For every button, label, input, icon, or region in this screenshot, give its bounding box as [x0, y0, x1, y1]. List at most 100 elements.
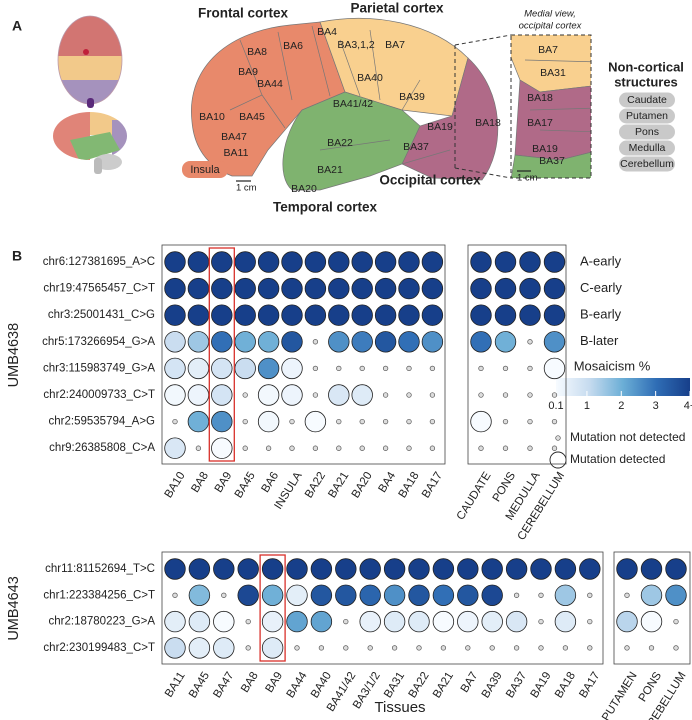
insula-pill — [182, 161, 228, 178]
mosaicism-dot — [261, 558, 284, 580]
row-label: chr1:223384256_C>T — [43, 589, 155, 601]
not-detected-dot — [538, 592, 544, 598]
brainstem-side-icon — [94, 158, 102, 174]
not-detected-dot — [502, 445, 509, 451]
x-tick-label: BA18 — [553, 670, 578, 700]
medial-area-label: BA19 — [532, 143, 558, 155]
mosaicism-dot — [408, 584, 430, 607]
mosaicism-dot — [543, 331, 566, 353]
mosaicism-dot — [530, 558, 552, 580]
lateral-brain — [191, 17, 499, 191]
mosaicism-dot — [374, 304, 397, 326]
row-label: chr2:59535794_A>G — [49, 416, 156, 428]
mosaicism-dot — [164, 357, 186, 380]
mosaicism-dot — [359, 584, 381, 607]
mosaicism-dot — [359, 610, 381, 633]
mosaicism-dot — [579, 558, 601, 580]
medial-area-label: BA37 — [539, 155, 565, 167]
mosaicism-dot — [470, 304, 492, 326]
x-tick-label: BA17 — [420, 470, 445, 500]
not-detected-dot — [359, 365, 365, 372]
scale-label: 1 cm — [517, 173, 538, 184]
x-tick-label: BA17 — [577, 670, 602, 700]
mosaicism-dot — [374, 277, 397, 300]
not-detected-dot — [245, 618, 251, 625]
mosaicism-dot — [257, 410, 280, 433]
legend-title: Mosaicism % — [574, 358, 651, 373]
not-detected-dot — [336, 418, 342, 425]
not-detected-dot — [429, 445, 436, 451]
mosaicism-dot — [374, 331, 397, 353]
insula-label: Insula — [190, 164, 220, 176]
not-detected-dot — [538, 618, 544, 625]
mosaicism-dot — [164, 437, 186, 459]
zoom-lines — [454, 34, 512, 179]
not-detected-dot — [312, 445, 319, 451]
area-label: BA9 — [238, 66, 258, 78]
x-tick-label: BA8 — [239, 670, 261, 695]
mosaicism-dot — [616, 558, 638, 580]
highlight-box — [208, 247, 235, 462]
mosaicism-dot — [543, 277, 566, 300]
area-label: BA4 — [317, 26, 337, 38]
row-label: chr3:25001431_C>G — [48, 309, 155, 321]
lobe-label: Occipital cortex — [379, 173, 481, 188]
not-detected-dot — [172, 592, 178, 598]
mosaicism-dot — [188, 584, 211, 607]
area-label: BA37 — [403, 141, 429, 153]
medial-brain — [511, 35, 591, 178]
mosaicism-dot — [164, 304, 186, 326]
mosaicism-dot — [383, 610, 406, 633]
row-annotation: A-early — [580, 253, 622, 268]
mosaicism-dot — [408, 558, 430, 580]
area-label: BA21 — [317, 164, 343, 176]
x-title: Tissues — [374, 699, 425, 716]
highlight-box — [259, 554, 286, 662]
mosaicism-dot — [211, 437, 233, 459]
not-detected-dot — [265, 445, 272, 451]
not-detected-dot — [359, 418, 365, 425]
mosaicism-dot — [421, 331, 444, 353]
not-detected-dot — [478, 392, 484, 398]
area-label: BA41/42 — [333, 98, 373, 110]
row-label: chr19:47565457_C>T — [43, 283, 155, 295]
brain-side-icon — [53, 112, 127, 160]
mosaicism-dot — [351, 304, 373, 326]
mosaicism-dot — [187, 251, 210, 273]
mosaicism-dot — [328, 304, 350, 326]
mosaicism-dot — [257, 331, 280, 353]
not-detected-dot — [406, 392, 412, 398]
mosaicism-dot — [211, 410, 233, 433]
mosaicism-dot — [470, 331, 492, 353]
mosaicism-dot — [640, 584, 663, 607]
mosaicism-dot — [494, 251, 517, 273]
mosaicism-dot — [335, 558, 357, 580]
legend-not-detected-dot — [555, 435, 561, 441]
area-label: BA19 — [427, 121, 453, 133]
mosaicism-dot — [187, 331, 210, 353]
area-label: BA6 — [283, 40, 303, 52]
colorbar-tick-label: 4+ — [684, 400, 692, 412]
not-detected-dot — [502, 365, 509, 372]
structure-pill — [619, 156, 675, 172]
area-label: BA11 — [224, 147, 249, 159]
area-label: BA39 — [399, 91, 425, 103]
structure-pill — [619, 108, 675, 124]
not-detected-dot — [382, 418, 389, 425]
structure-pill — [619, 140, 675, 156]
mosaicism-dot — [188, 610, 211, 633]
not-detected-dot — [673, 618, 679, 625]
mosaicism-dot — [351, 277, 373, 300]
mosaicism-dot — [494, 304, 517, 326]
not-detected-dot — [429, 365, 436, 372]
not-detected-dot — [429, 392, 436, 398]
panel-frame — [613, 551, 691, 665]
x-tick-label: BA9 — [213, 470, 235, 495]
sample-dot — [83, 49, 89, 55]
mosaicism-dot — [432, 584, 455, 607]
mosaicism-dot — [310, 558, 333, 580]
not-detected-dot — [391, 645, 398, 651]
mosaicism-dot — [304, 410, 327, 433]
mosaicism-dot — [257, 357, 280, 380]
mosaicism-dot — [164, 277, 186, 300]
